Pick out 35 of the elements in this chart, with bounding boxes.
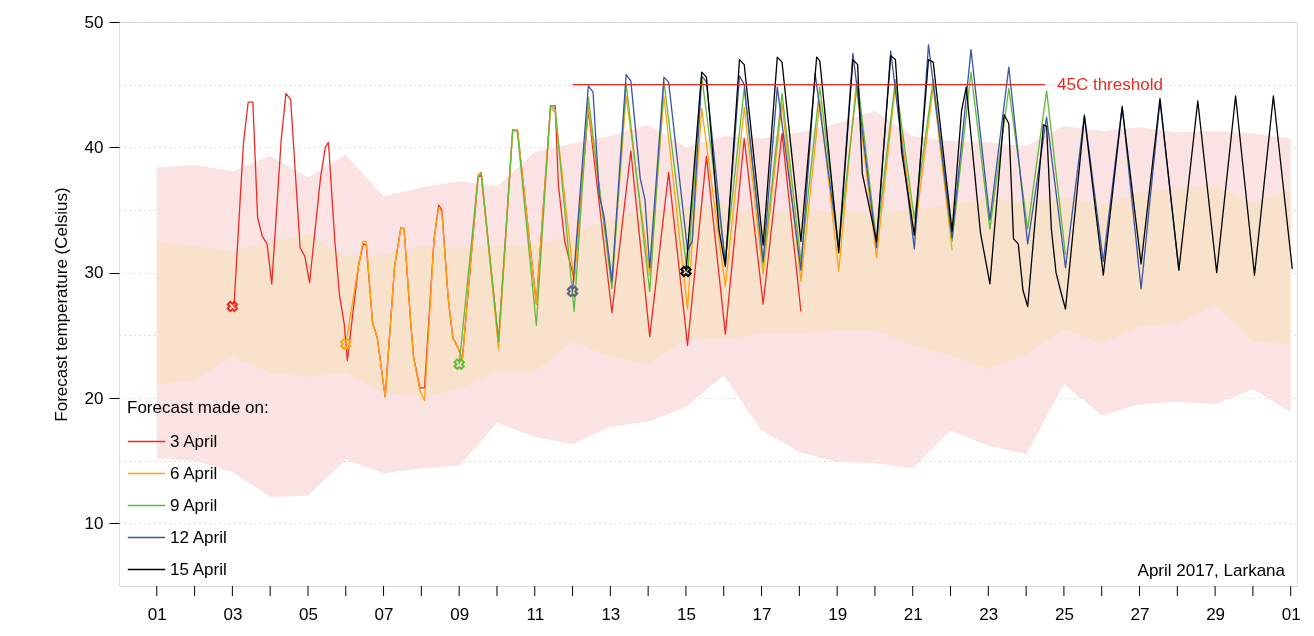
x-tick-label: 09 — [450, 604, 470, 624]
point — [680, 265, 692, 278]
x-tick-label: 27 — [1130, 604, 1150, 624]
point — [566, 285, 579, 298]
x-tick-label: 23 — [979, 604, 999, 624]
legend-label: 15 April — [170, 559, 227, 579]
x-tick-label: 01 — [147, 604, 167, 624]
point — [453, 358, 465, 370]
legend-label: 12 April — [170, 527, 227, 547]
y-tick-label: 20 — [84, 388, 104, 408]
x-tick-label: 07 — [374, 604, 394, 624]
x-tick-label: 25 — [1054, 604, 1074, 624]
x-tick-label: 21 — [903, 604, 923, 624]
legend-label: 9 April — [170, 495, 218, 515]
x-tick-label: 03 — [223, 604, 243, 624]
point — [340, 338, 352, 350]
annotation: April 2017, Larkana — [1137, 561, 1286, 580]
x-tick-label: 29 — [1206, 604, 1226, 624]
y-tick-label: 40 — [84, 137, 104, 157]
x-tick-label: 17 — [752, 604, 772, 624]
y-axis-title: Forecast temperature (Celsius) — [51, 187, 71, 422]
annotation: 45C threshold — [1057, 74, 1163, 94]
x-tick-label: 13 — [601, 604, 621, 624]
x-tick-label: 05 — [299, 604, 318, 624]
legend-label: 6 April — [170, 463, 218, 483]
x-tick-label: 15 — [676, 604, 696, 624]
legend-title: Forecast made on: — [127, 398, 269, 417]
x-tick-label: 19 — [828, 604, 848, 624]
y-tick-label: 30 — [84, 263, 104, 283]
point — [226, 300, 239, 313]
x-tick-label: 11 — [526, 604, 545, 624]
x-tick-label: 01 — [1281, 604, 1301, 624]
legend-label: 3 April — [170, 431, 218, 451]
y-tick-label: 50 — [84, 12, 104, 32]
y-tick-label: 10 — [84, 513, 104, 533]
